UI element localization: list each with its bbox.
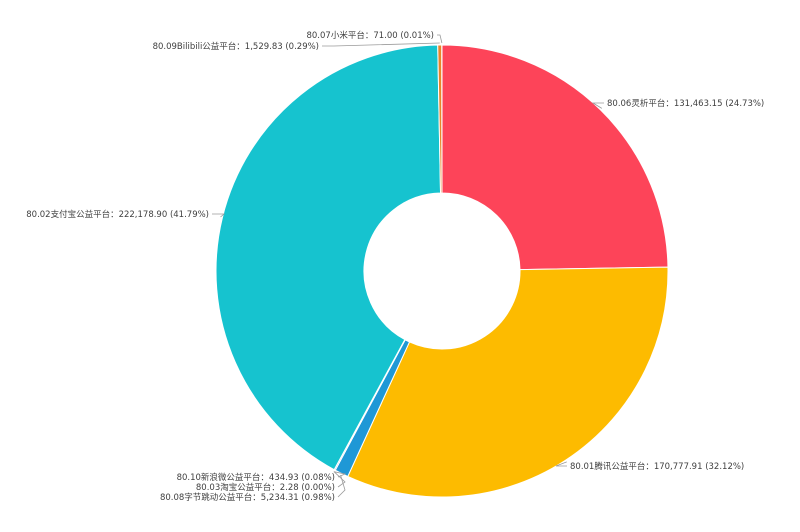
leader-line-1 [555, 461, 567, 467]
data-label-1: 80.01腾讯公益平台：170,777.91 (32.12%) [570, 461, 744, 472]
slice-80-01-1[interactable] [347, 266, 669, 498]
leader-line-5 [212, 213, 226, 218]
leader-lines-group [212, 34, 604, 498]
leader-line-4 [333, 471, 347, 478]
leader-line-0 [591, 102, 604, 109]
data-label-5: 80.02支付宝公益平台：222,178.90 (41.79%) [26, 209, 209, 220]
leader-line-3 [334, 471, 346, 488]
leader-line-7 [437, 34, 443, 44]
slices-group [215, 44, 669, 498]
data-label-2: 80.08字节跳动公益平台：5,234.31 (0.98%) [160, 492, 335, 503]
slice-80-06-0[interactable] [441, 44, 669, 271]
data-label-6: 80.09Bilibili公益平台：1,529.83 (0.29%) [153, 41, 319, 52]
data-label-3: 80.03淘宝公益平台：2.28 (0.00%) [196, 482, 335, 493]
data-label-7: 80.07小米平台：71.00 (0.01%) [306, 30, 434, 41]
leader-line-2 [337, 475, 346, 498]
leader-line-6 [322, 42, 440, 47]
data-label-0: 80.06灵析平台：131,463.15 (24.73%) [607, 98, 764, 109]
labels-group: 80.06灵析平台：131,463.15 (24.73%) 80.01腾讯公益平台… [26, 30, 764, 503]
data-label-4: 80.10新浪微公益平台：434.93 (0.08%) [177, 472, 335, 483]
slice-80-02-5[interactable] [215, 44, 442, 471]
